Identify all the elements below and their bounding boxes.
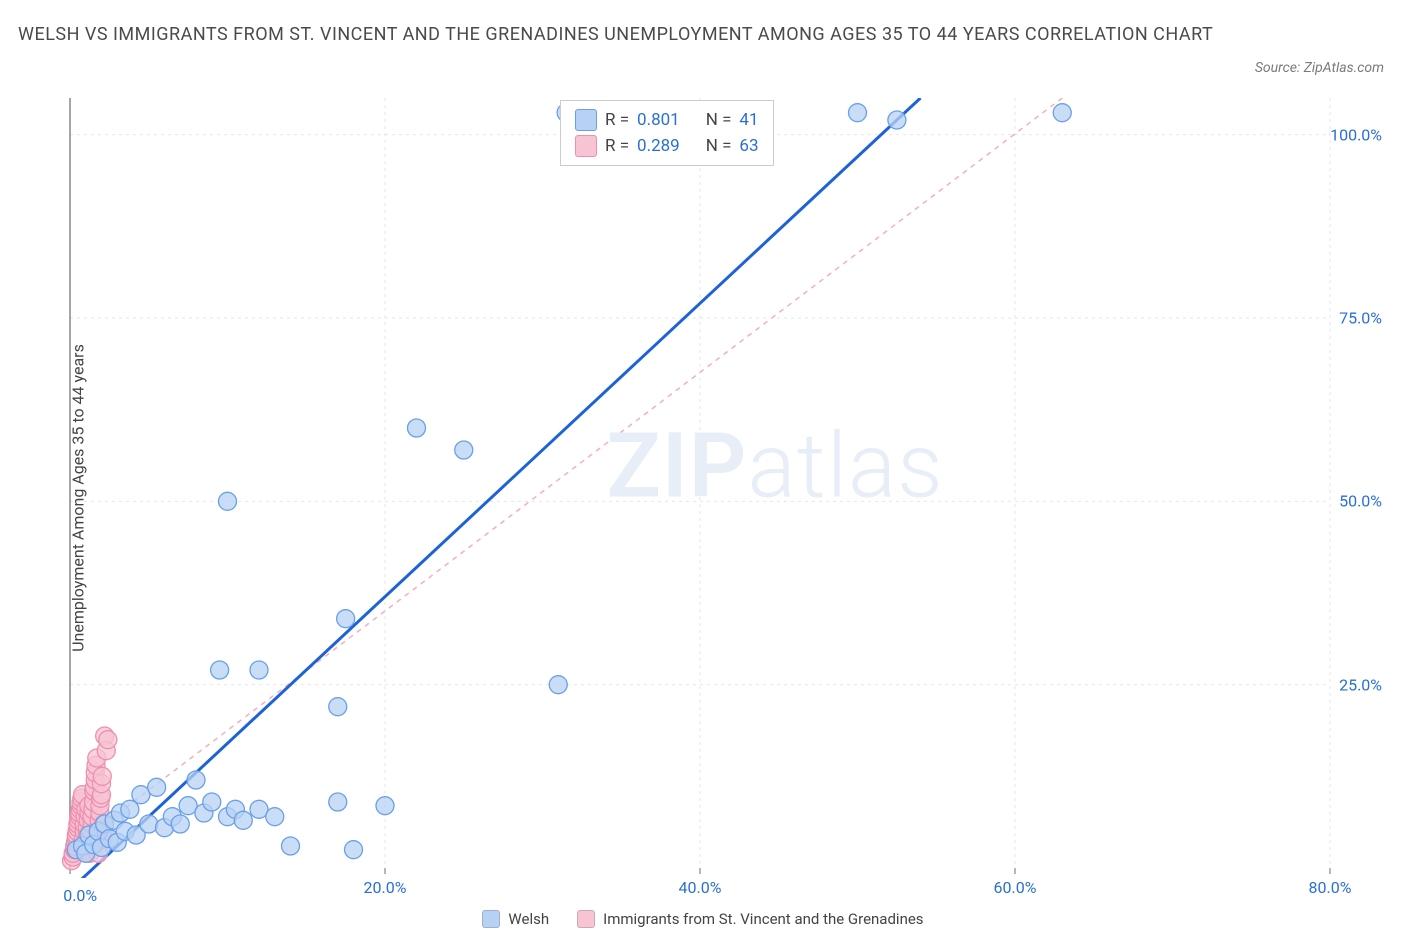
stats-legend: R = 0.801 N = 41 R = 0.289 N = 63 (560, 100, 774, 166)
legend-item-welsh: Welsh (482, 910, 549, 928)
x-tick-label: 40.0% (679, 878, 722, 897)
stats-row-welsh: R = 0.801 N = 41 (575, 107, 759, 133)
x-tick-label: 60.0% (994, 878, 1037, 897)
y-tick-label: 50.0% (1339, 492, 1382, 511)
swatch-icon (577, 910, 595, 928)
source-label: Source: ZipAtlas.com (1255, 60, 1384, 76)
stats-label-n: N = (706, 110, 732, 130)
x-tick-label: 80.0% (1309, 878, 1352, 897)
bottom-legend: Welsh Immigrants from St. Vincent and th… (0, 910, 1406, 928)
stats-r-svg: 0.289 (637, 136, 680, 156)
scatter-plot (58, 98, 1386, 898)
swatch-svg (575, 135, 597, 157)
y-tick-label: 100.0% (1330, 125, 1382, 144)
chart-area: Unemployment Among Ages 35 to 44 years Z… (58, 98, 1386, 898)
x-tick-label: 0.0% (63, 886, 97, 905)
y-tick-label: 25.0% (1339, 675, 1382, 694)
stats-label-r: R = (605, 110, 629, 130)
swatch-icon (482, 910, 500, 928)
stats-r-welsh: 0.801 (637, 110, 680, 130)
chart-title: WELSH VS IMMIGRANTS FROM ST. VINCENT AND… (18, 20, 1388, 51)
legend-label: Welsh (508, 910, 549, 928)
stats-label-n: N = (706, 136, 732, 156)
y-tick-label: 75.0% (1339, 309, 1382, 328)
legend-item-svg: Immigrants from St. Vincent and the Gren… (577, 910, 923, 928)
stats-n-welsh: 41 (739, 110, 758, 130)
legend-label: Immigrants from St. Vincent and the Gren… (603, 910, 923, 928)
stats-label-r: R = (605, 136, 629, 156)
swatch-welsh (575, 109, 597, 131)
stats-n-svg: 63 (739, 136, 758, 156)
x-tick-label: 20.0% (364, 878, 407, 897)
stats-row-svg: R = 0.289 N = 63 (575, 133, 759, 159)
